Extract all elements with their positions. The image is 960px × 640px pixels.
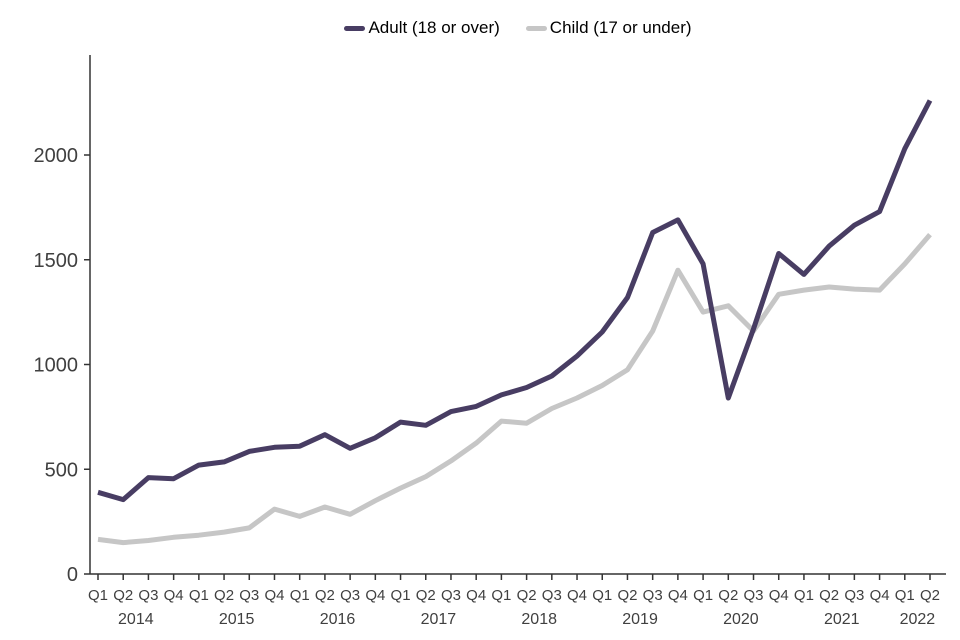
x-tick-label: Q2 [214, 587, 234, 604]
x-year-label: 2019 [622, 611, 658, 628]
x-tick-label: Q1 [693, 587, 713, 604]
y-tick-label: 1000 [34, 355, 79, 377]
legend-label-child: Child (17 or under) [549, 18, 692, 37]
x-tick-label: Q4 [264, 587, 284, 604]
child-line-key-icon [525, 25, 547, 31]
x-tick-label: Q2 [517, 587, 537, 604]
x-tick-label: Q1 [491, 587, 511, 604]
x-tick-label: Q4 [870, 587, 890, 604]
x-tick-label: Q3 [239, 587, 259, 604]
x-tick-label: Q4 [365, 587, 385, 604]
x-tick-label: Q3 [441, 587, 461, 604]
x-tick-label: Q1 [592, 587, 612, 604]
x-tick-label: Q3 [744, 587, 764, 604]
y-tick-label: 0 [67, 564, 78, 586]
x-tick-label: Q2 [315, 587, 335, 604]
x-tick-label: Q3 [542, 587, 562, 604]
x-tick-label: Q2 [617, 587, 637, 604]
x-tick-label: Q3 [340, 587, 360, 604]
x-year-label: 2022 [900, 611, 936, 628]
x-tick-label: Q2 [920, 587, 940, 604]
chart-legend: Adult (18 or over) Child (17 or under) [90, 18, 946, 38]
x-tick-label: Q1 [794, 587, 814, 604]
x-year-label: 2014 [118, 611, 154, 628]
y-tick-label: 2000 [34, 145, 79, 167]
x-tick-label: Q3 [138, 587, 158, 604]
x-year-label: 2020 [723, 611, 759, 628]
x-tick-label: Q4 [769, 587, 789, 604]
x-tick-label: Q1 [290, 587, 310, 604]
y-tick-label: 1500 [34, 250, 79, 272]
x-tick-label: Q4 [567, 587, 587, 604]
x-tick-label: Q4 [164, 587, 184, 604]
child-series-line [97, 232, 932, 546]
x-tick-label: Q3 [643, 587, 663, 604]
x-tick-label: Q2 [819, 587, 839, 604]
x-tick-label: Q1 [189, 587, 209, 604]
legend-label-adult: Adult (18 or over) [368, 18, 500, 37]
legend-item-adult: Adult (18 or over) [344, 18, 500, 38]
x-tick-label: Q3 [844, 587, 864, 604]
x-tick-label: Q1 [391, 587, 411, 604]
x-year-label: 2018 [521, 611, 557, 628]
x-year-label: 2015 [219, 611, 255, 628]
x-year-label: 2021 [824, 611, 860, 628]
x-year-label: 2016 [320, 611, 356, 628]
x-tick-label: Q2 [416, 587, 436, 604]
adult-line-key-icon [344, 25, 366, 31]
y-tick-label: 500 [45, 459, 78, 481]
x-year-label: 2017 [421, 611, 457, 628]
x-tick-label: Q1 [895, 587, 915, 604]
x-tick-label: Q4 [466, 587, 486, 604]
x-tick-label: Q1 [88, 587, 108, 604]
x-tick-label: Q2 [718, 587, 738, 604]
adult-series-line [97, 99, 933, 503]
x-tick-label: Q2 [113, 587, 133, 604]
legend-item-child: Child (17 or under) [525, 18, 692, 38]
x-tick-label: Q4 [668, 587, 688, 604]
